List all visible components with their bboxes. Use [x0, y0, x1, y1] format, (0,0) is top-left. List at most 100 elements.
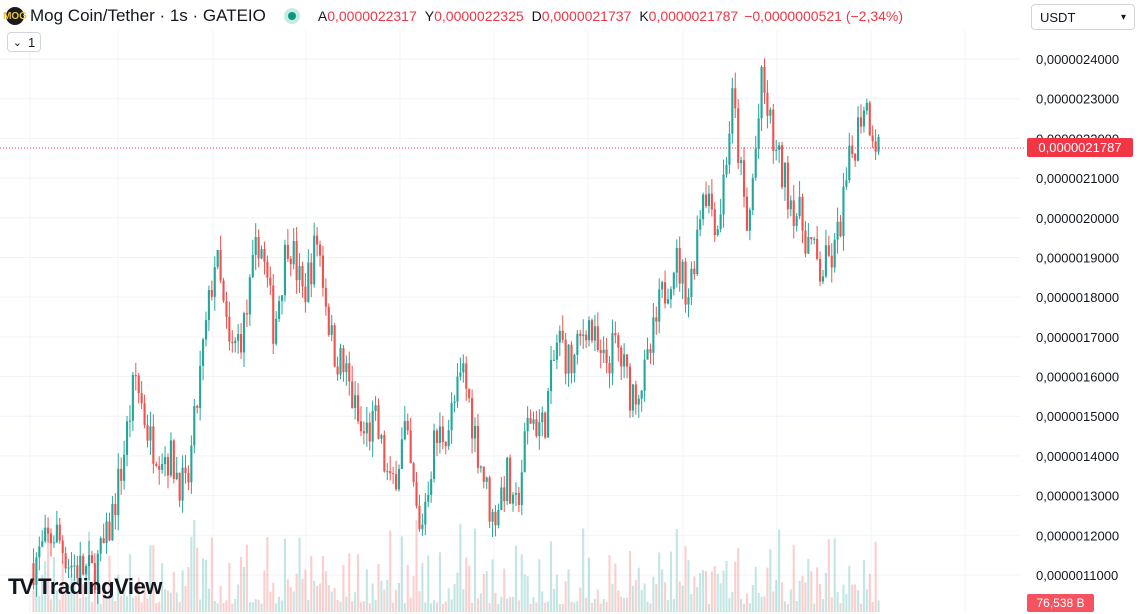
candle-body	[465, 363, 468, 389]
volume-bar	[643, 583, 646, 612]
candle-body	[251, 254, 254, 278]
candle-body	[181, 467, 184, 501]
candle-body	[362, 431, 365, 434]
volume-bar	[599, 603, 602, 612]
volume-bar	[587, 557, 591, 612]
candle-body	[678, 248, 681, 284]
volume-bar	[658, 552, 661, 612]
candle-body	[561, 330, 564, 340]
volume-bar	[392, 602, 395, 612]
candle-body	[172, 440, 175, 480]
candle-body	[643, 359, 646, 391]
candle-body	[567, 344, 570, 374]
volume-bar	[266, 537, 269, 612]
volume-bar	[166, 590, 170, 612]
volume-bar	[96, 596, 99, 612]
candle-body	[368, 422, 371, 442]
volume-bar	[646, 601, 649, 612]
volume-bar	[798, 580, 801, 612]
volume-bar	[783, 601, 787, 612]
candle-body	[234, 340, 237, 344]
candle-body	[105, 521, 108, 544]
volume-bar	[617, 590, 620, 612]
volume-bar	[292, 591, 295, 612]
volume-bar	[868, 573, 871, 612]
candle-body	[699, 219, 702, 230]
volume-bar	[418, 591, 421, 612]
volume-bar	[137, 577, 140, 612]
volume-bar	[330, 591, 333, 612]
volume-bar	[561, 603, 564, 612]
volume-bar	[845, 593, 848, 612]
volume-bar	[333, 587, 336, 612]
legend-collapse-button[interactable]: ⌄ 1	[7, 32, 41, 52]
volume-bar	[824, 572, 827, 612]
volume-bar	[541, 591, 544, 612]
volume-bar	[251, 602, 254, 612]
volume-bar	[742, 603, 746, 612]
volume-bar	[772, 591, 775, 612]
candle-body	[58, 524, 61, 541]
tradingview-logo[interactable]: TV TradingView	[8, 574, 162, 600]
candle-body	[307, 262, 310, 303]
volume-bar	[649, 603, 652, 612]
candle-body	[143, 403, 146, 426]
symbol-title[interactable]: Mog Coin/Tether · 1s · GATEIO	[30, 6, 266, 25]
ohlc-close: K0,0000021787	[639, 8, 739, 24]
volume-bar	[82, 584, 85, 612]
price-change: −0,0000000521 (−2,34%)	[744, 8, 904, 24]
candle-body	[564, 339, 567, 374]
candle-body	[289, 258, 292, 265]
candle-body	[821, 276, 825, 282]
volume-bar	[371, 583, 374, 612]
volume-bar	[754, 566, 757, 612]
candle-body	[833, 239, 836, 268]
symbol-logo-icon: MOG	[3, 7, 27, 25]
candle-body	[433, 430, 436, 480]
currency-select[interactable]: USDT ▾	[1031, 4, 1135, 30]
candle-body	[669, 289, 672, 300]
volume-bar	[397, 582, 401, 612]
volume-bar	[459, 524, 462, 612]
volume-bar	[491, 559, 494, 612]
candle-body	[316, 235, 319, 245]
volume-bar	[769, 549, 772, 612]
volume-bar	[716, 574, 719, 612]
candle-body	[734, 88, 737, 109]
candle-body	[836, 221, 839, 240]
volume-bar	[120, 595, 123, 612]
candle-body	[275, 318, 278, 344]
volume-bar	[278, 596, 281, 612]
volume-bar	[242, 566, 246, 612]
volume-bar	[871, 602, 874, 612]
candle-body	[666, 299, 670, 304]
ohlc-low: D0,0000021737	[531, 8, 632, 24]
price-axis[interactable]: 0,00000240000,00000230000,00000220000,00…	[1036, 52, 1119, 583]
volume-bar	[161, 563, 164, 612]
candle-body	[47, 527, 50, 534]
volume-bar	[181, 570, 184, 612]
volume-bar	[207, 588, 210, 612]
volume-bar	[275, 603, 278, 612]
volume-bar	[664, 582, 667, 612]
candle-body	[693, 268, 696, 275]
candle-body	[213, 267, 216, 297]
candle-body	[555, 342, 558, 360]
volume-bar	[547, 601, 550, 612]
volume-bar	[514, 545, 518, 612]
volume-bar	[713, 566, 716, 612]
volume-label: 76,538 B	[1027, 594, 1094, 612]
candle-body	[544, 412, 547, 438]
volume-bar	[450, 599, 453, 612]
volume-bar	[620, 596, 623, 612]
candle-body	[149, 426, 152, 441]
candle-body	[494, 511, 497, 526]
volume-bar	[579, 587, 582, 612]
candle-body	[766, 92, 769, 116]
volume-bar	[216, 603, 219, 612]
volume-bar	[64, 590, 67, 612]
volume-bar	[444, 601, 447, 612]
volume-bar	[298, 537, 301, 612]
market-status-icon[interactable]	[283, 8, 300, 24]
